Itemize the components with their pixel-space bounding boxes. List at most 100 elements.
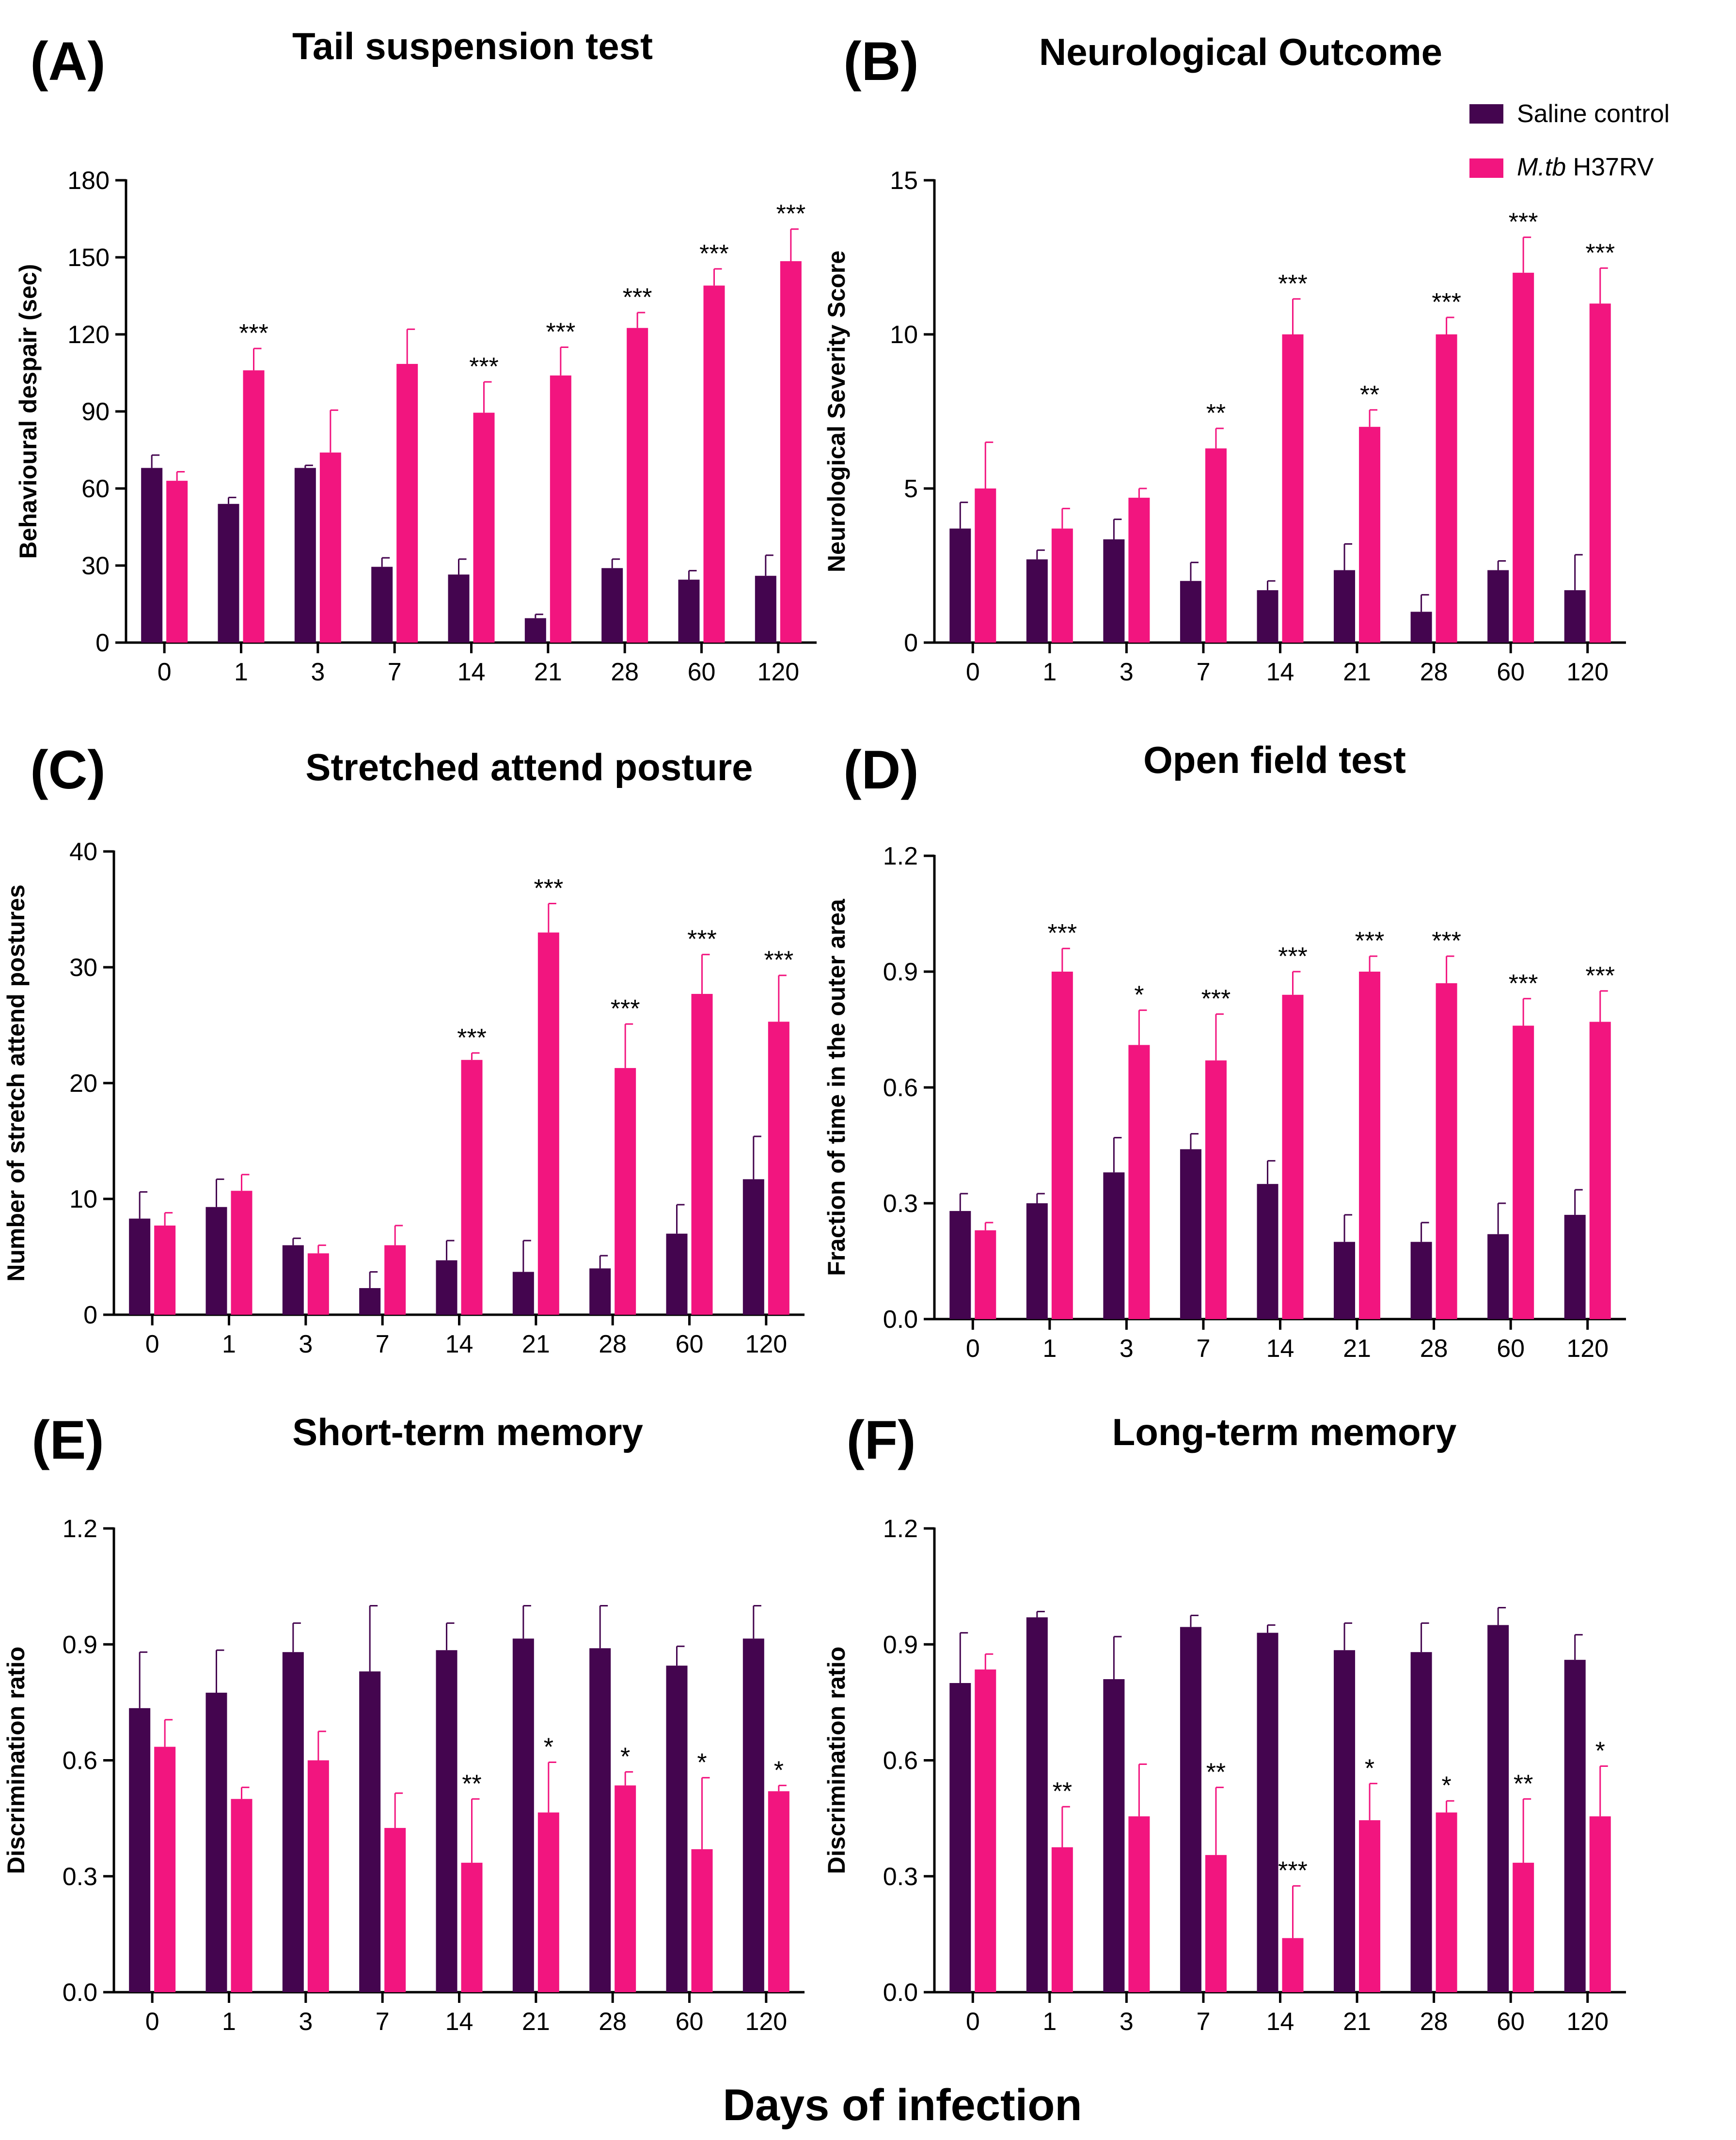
bar-mtb [768,1022,789,1315]
legend-label-saline: Saline control [1517,100,1670,128]
y-tick-label: 0 [95,629,110,657]
bar-saline [1103,1679,1125,1992]
panel-c: (C) Stretched attend posture Number of str… [2,740,805,1358]
significance-label: *** [611,995,640,1023]
x-tick-label: 3 [1120,1335,1134,1363]
y-axis-label: Discrimination ratio [2,1647,30,1874]
x-tick-label: 120 [1566,658,1609,686]
bar-saline [949,528,971,643]
bar-saline [1257,590,1278,643]
panel-letter: (F) [846,1410,915,1470]
panel-title: Neurological Outcome [1039,31,1442,73]
bar-mtb [1513,272,1534,643]
x-tick-label: 3 [311,658,325,686]
x-tick-label: 3 [299,1330,313,1358]
y-tick-label: 0.9 [883,958,918,986]
bar-saline [755,576,776,643]
significance-label: * [1595,1737,1605,1765]
significance-label: *** [534,875,563,903]
x-tick-label: 120 [745,1330,787,1358]
bar-mtb [615,1068,636,1315]
significance-label: *** [239,319,268,347]
bar-saline [1026,559,1048,643]
x-tick-label: 3 [299,2008,313,2036]
y-tick-label: 90 [81,398,110,426]
x-tick-label: 28 [599,2008,627,2036]
bar-saline [589,1268,611,1315]
bar-mtb [768,1791,789,1992]
x-tick-label: 1 [222,2008,236,2036]
x-tick-label: 14 [445,2008,473,2036]
bar-mtb [975,488,996,643]
significance-label: *** [1047,919,1077,947]
significance-label: * [1441,1772,1451,1800]
bar-mtb [1282,1938,1304,1992]
bar-saline [1180,581,1201,643]
x-tick-label: 1 [1042,2008,1057,2036]
bar-mtb [473,412,495,643]
x-tick-label: 60 [1497,2008,1525,2036]
y-tick-label: 5 [904,475,918,503]
bar-saline [1257,1633,1278,1992]
x-tick-label: 0 [145,1330,159,1358]
x-tick-label: 21 [534,658,562,686]
y-tick-label: 0.9 [63,1631,97,1659]
panel-title: Long-term memory [1112,1411,1457,1453]
x-tick-label: 60 [676,1330,704,1358]
bar-mtb [154,1225,176,1315]
panel-title: Stretched attend posture [305,746,753,788]
panel-title: Open field test [1143,739,1406,781]
bar-saline [1410,1242,1432,1319]
y-tick-label: 1.2 [63,1515,97,1543]
y-tick-label: 0.0 [883,1979,918,2007]
x-tick-label: 21 [1343,1335,1371,1363]
x-tick-label: 0 [966,658,980,686]
significance-label: * [697,1748,707,1777]
bar-saline [1103,1172,1125,1319]
bar-mtb [1051,972,1073,1319]
bar-mtb [975,1669,996,1992]
significance-label: ** [1206,1758,1226,1786]
bar-saline [282,1652,304,1992]
significance-label: ** [1206,399,1226,427]
significance-label: *** [457,1024,487,1052]
bar-saline [129,1708,151,1992]
significance-label: *** [1585,239,1615,267]
x-tick-label: 3 [1120,658,1134,686]
x-tick-label: 1 [222,1330,236,1358]
bar-mtb [1436,334,1457,643]
x-tick-label: 120 [757,658,799,686]
bar-mtb [1589,303,1611,643]
x-tick-label: 60 [688,658,716,686]
bar-saline [1334,1242,1356,1319]
bar-mtb [1513,1025,1534,1319]
legend-label-mtb-rest: H37RV [1566,153,1654,181]
legend-swatch-saline [1469,104,1503,124]
bar-saline [218,504,239,643]
bar-saline [448,574,470,643]
significance-label: *** [1201,985,1231,1013]
significance-label: ** [462,1770,481,1798]
bar-saline [1564,1214,1586,1319]
bar-mtb [1589,1816,1611,1992]
legend: Saline control M.tb H37RV [1469,100,1670,181]
bar-mtb [307,1760,329,1992]
bar-mtb [319,452,341,643]
bar-mtb [1051,528,1073,643]
y-tick-label: 0.9 [883,1631,918,1659]
panel-letter: (B) [843,31,918,92]
x-tick-label: 1 [234,658,248,686]
x-tick-label: 0 [966,2008,980,2036]
bar-mtb [975,1230,996,1319]
bar-saline [742,1638,764,1992]
bar-mtb [1205,1855,1227,1992]
y-tick-label: 0.3 [883,1863,918,1891]
panel-b: (B) Neurological Outcome Neurological Seve… [823,31,1626,686]
y-tick-label: 150 [67,244,110,272]
significance-label: *** [1509,208,1538,236]
bar-saline [666,1233,688,1315]
x-tick-label: 120 [745,2008,787,2036]
bar-saline [949,1211,971,1319]
bar-mtb [166,481,188,643]
bar-saline [282,1245,304,1315]
